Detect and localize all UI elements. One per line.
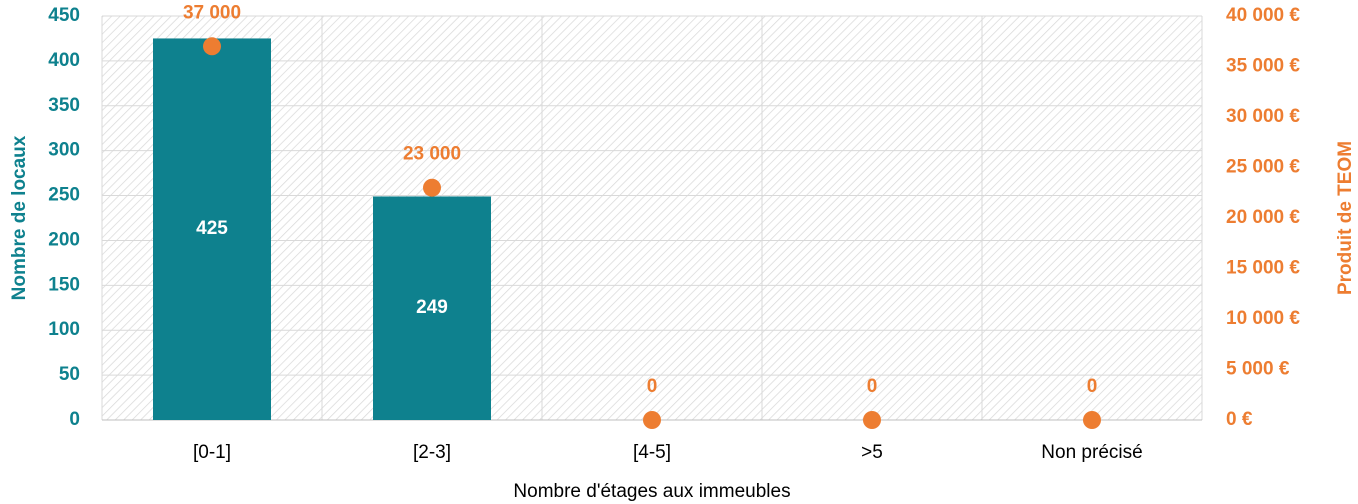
y2-tick-label: 5 000 € (1226, 359, 1290, 380)
y2-tick-label: 35 000 € (1226, 56, 1300, 77)
y2-tick-label: 20 000 € (1226, 207, 1300, 228)
point-value-label: 0 (647, 376, 658, 397)
y-tick-label: 400 (48, 50, 80, 71)
x-tick-label: >5 (861, 442, 883, 463)
y-axis-title: Nombre de locaux (9, 135, 30, 300)
point-value-label: 37 000 (183, 2, 241, 23)
y-tick-label: 450 (48, 5, 80, 26)
point (863, 411, 881, 429)
y-tick-label: 50 (59, 364, 80, 385)
y2-tick-label: 40 000 € (1226, 5, 1300, 26)
y2-tick-label: 25 000 € (1226, 157, 1300, 178)
y-tick-label: 150 (48, 274, 80, 295)
point (643, 411, 661, 429)
x-tick-label: [2-3] (413, 442, 451, 463)
x-tick-label: Non précisé (1041, 442, 1142, 463)
y2-tick-label: 10 000 € (1226, 308, 1300, 329)
x-tick-label: [4-5] (633, 442, 671, 463)
point (203, 37, 221, 56)
y-tick-label: 100 (48, 319, 80, 340)
y-tick-label: 350 (48, 95, 80, 116)
y2-tick-label: 0 € (1226, 409, 1253, 430)
point-value-label: 23 000 (403, 144, 461, 165)
x-tick-label: [0-1] (193, 442, 231, 463)
bar (373, 196, 491, 420)
y2-tick-label: 15 000 € (1226, 258, 1300, 279)
y2-axis-title: Produit de TEOM (1335, 141, 1356, 295)
point-value-label: 0 (867, 376, 878, 397)
bar (153, 38, 271, 420)
y-tick-label: 0 (69, 409, 80, 430)
point (423, 178, 441, 197)
x-axis-title: Nombre d'étages aux immeubles (513, 481, 790, 502)
y-tick-label: 250 (48, 185, 80, 206)
bar-value-label: 249 (416, 297, 448, 318)
y-tick-label: 200 (48, 229, 80, 250)
bar-value-label: 425 (196, 218, 228, 239)
y2-tick-label: 30 000 € (1226, 106, 1300, 127)
plot-area (102, 16, 1202, 420)
point-value-label: 0 (1087, 376, 1098, 397)
y-tick-label: 300 (48, 140, 80, 161)
point (1083, 411, 1101, 429)
